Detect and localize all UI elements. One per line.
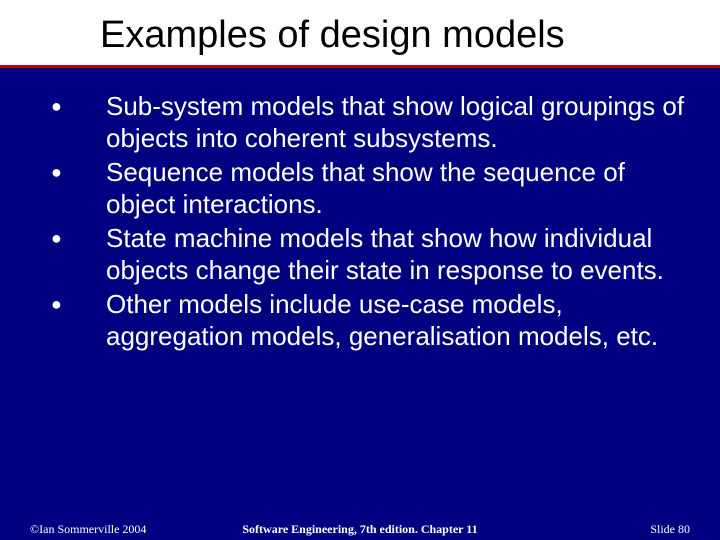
footer-slide-number: Slide 80 bbox=[650, 522, 690, 537]
bullet-text: State machine models that show how indiv… bbox=[106, 222, 690, 286]
bullet-text: Sequence models that show the sequence o… bbox=[106, 156, 690, 220]
list-item: ● Sub-system models that show logical gr… bbox=[45, 90, 690, 154]
list-item: ● Sequence models that show the sequence… bbox=[45, 156, 690, 220]
bullet-text: Other models include use-case models, ag… bbox=[106, 288, 690, 352]
list-item: ● Other models include use-case models, … bbox=[45, 288, 690, 352]
bullet-list: ● Sub-system models that show logical gr… bbox=[45, 90, 690, 352]
bullet-icon: ● bbox=[45, 156, 106, 188]
footer-chapter: Software Engineering, 7th edition. Chapt… bbox=[242, 522, 477, 537]
bullet-text: Sub-system models that show logical grou… bbox=[106, 90, 690, 154]
title-area: Examples of design models bbox=[0, 0, 720, 65]
bullet-icon: ● bbox=[45, 288, 106, 320]
bullet-icon: ● bbox=[45, 90, 106, 122]
bullet-icon: ● bbox=[45, 222, 106, 254]
list-item: ● State machine models that show how ind… bbox=[45, 222, 690, 286]
footer-copyright: ©Ian Sommerville 2004 bbox=[30, 522, 146, 537]
slide-title: Examples of design models bbox=[100, 14, 720, 57]
content-area: ● Sub-system models that show logical gr… bbox=[0, 68, 720, 352]
